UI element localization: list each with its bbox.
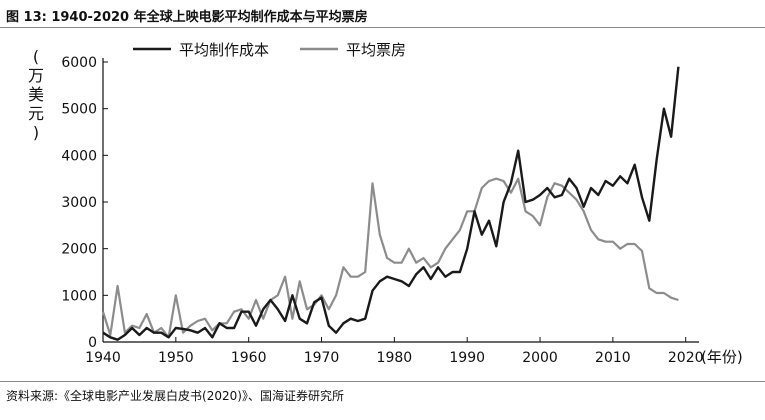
y-tick-label: 2000 — [61, 242, 97, 258]
source-note: 资料来源:《全球电影产业发展白皮书(2020)》、国海证券研究所 — [6, 389, 344, 403]
y-axis-ticks: 0 1000 2000 3000 4000 5000 6000 — [61, 55, 108, 351]
x-axis-ticks: 1940 1950 1960 1970 1980 1990 2000 2010 2020 — [85, 337, 704, 366]
y-axis-label-char: 万 — [28, 66, 44, 85]
x-tick-label: 1990 — [449, 350, 485, 366]
y-axis-label-char: ( — [33, 47, 39, 66]
y-tick-label: 1000 — [61, 288, 97, 304]
y-tick-label: 6000 — [61, 55, 97, 71]
x-tick-label: 2000 — [522, 350, 558, 366]
y-tick-label: 3000 — [61, 195, 97, 211]
x-tick-label: 2010 — [595, 350, 631, 366]
legend-item-cost-label: 平均制作成本 — [179, 41, 269, 59]
x-tick-label: 2020 — [668, 350, 704, 366]
series-line-boxoffice — [101, 177, 679, 339]
legend: 平均制作成本 平均票房 — [133, 41, 406, 59]
y-axis-label-char: ) — [33, 123, 39, 142]
y-tick-label: 4000 — [61, 148, 97, 164]
y-tick-label: 5000 — [61, 102, 97, 118]
top-rule — [0, 27, 765, 28]
chart-axes — [102, 58, 699, 343]
x-axis-label: (年份) — [701, 348, 743, 366]
y-tick-label: 0 — [88, 335, 97, 351]
series-lines — [101, 66, 680, 341]
legend-item-boxoffice-label: 平均票房 — [346, 41, 406, 59]
figure-title: 图 13: 1940-2020 年全球上映电影平均制作成本与平均票房 — [6, 10, 368, 25]
x-tick-label: 1940 — [85, 350, 121, 366]
x-tick-label: 1980 — [377, 350, 413, 366]
x-tick-label: 1960 — [231, 350, 267, 366]
bottom-rule — [0, 381, 765, 382]
y-axis-label-char: 元 — [28, 104, 44, 123]
x-tick-label: 1950 — [158, 350, 194, 366]
y-axis-label: (万美元) — [28, 47, 44, 142]
y-axis-label-char: 美 — [28, 85, 44, 104]
series-line-cost — [102, 66, 680, 341]
x-tick-label: 1970 — [304, 350, 340, 366]
